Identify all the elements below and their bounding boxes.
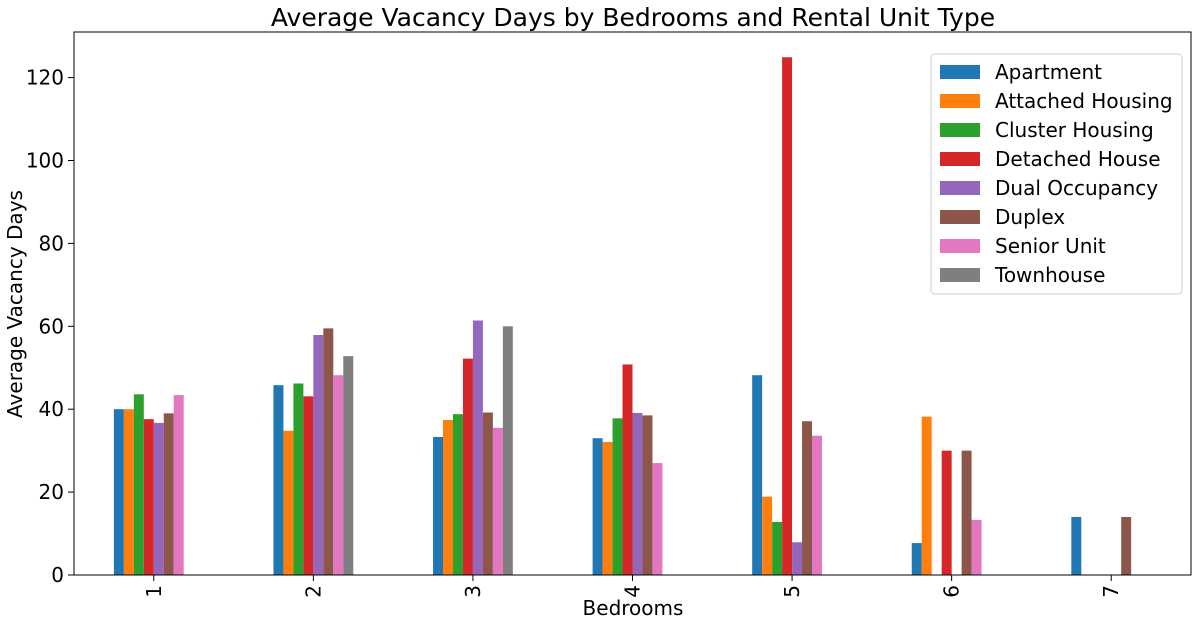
x-tick-label: 5 [780, 585, 804, 598]
bar-duplex-1 [163, 413, 174, 575]
bar-senior-unit-5 [812, 435, 822, 575]
bar-cluster-housing-2 [293, 383, 304, 575]
bar-attached-housing-3 [443, 419, 453, 575]
bar-dual-occupancy-2 [313, 335, 324, 575]
bars-layer [113, 57, 1132, 575]
bar-dual-occupancy-1 [153, 422, 164, 575]
bar-townhouse-2 [343, 356, 354, 575]
bar-duplex-5 [802, 421, 813, 575]
chart-title: Average Vacancy Days by Bedrooms and Ren… [271, 3, 995, 32]
bar-apartment-4 [592, 438, 603, 575]
x-tick-label: 7 [1099, 585, 1123, 598]
bar-cluster-housing-5 [772, 521, 783, 575]
y-tick-label: 100 [26, 148, 64, 172]
bar-cluster-housing-3 [452, 414, 463, 575]
legend-swatch-dual-occupancy [940, 181, 980, 195]
bar-senior-unit-1 [173, 395, 184, 575]
x-axis-label: Bedrooms [583, 596, 684, 620]
x-tick-label: 3 [461, 585, 485, 598]
legend-label: Detached House [995, 147, 1161, 171]
y-tick-label: 60 [39, 314, 64, 338]
bar-apartment-1 [113, 409, 124, 575]
y-tick-label: 80 [39, 231, 64, 255]
plot-frame [73, 31, 1192, 576]
x-tick-label: 2 [301, 585, 325, 598]
bar-duplex-3 [482, 412, 493, 575]
bar-attached-housing-6 [921, 416, 932, 575]
y-tick-label: 20 [39, 480, 64, 504]
bar-dual-occupancy-5 [792, 542, 803, 575]
bar-detached-house-1 [143, 419, 154, 575]
bar-duplex-2 [323, 328, 334, 575]
bar-apartment-6 [911, 543, 922, 575]
legend-swatch-attached-housing [940, 94, 980, 108]
legend: Apartment Attached Housing Cluster Housing… [930, 53, 1183, 295]
bar-cluster-housing-1 [133, 394, 144, 575]
legend-swatch-detached-house [940, 152, 980, 166]
bar-detached-house-5 [782, 57, 793, 575]
x-tick-label: 4 [621, 585, 645, 598]
bar-dual-occupancy-4 [632, 412, 643, 575]
y-tick-label: 120 [26, 66, 64, 90]
bar-apartment-2 [273, 385, 284, 575]
legend-swatch-senior-unit [940, 239, 980, 253]
bar-dual-occupancy-3 [472, 320, 483, 575]
legend-swatch-cluster-housing [940, 123, 980, 137]
legend-frame [930, 53, 1183, 295]
bar-duplex-7 [1121, 516, 1132, 575]
x-axis: 1 2 3 4 5 6 7 [142, 575, 1123, 598]
legend-swatch-apartment [940, 65, 980, 79]
bar-attached-housing-2 [283, 430, 294, 575]
bar-detached-house-2 [303, 396, 314, 575]
legend-label: Townhouse [994, 263, 1105, 287]
bar-detached-house-4 [622, 364, 633, 575]
bar-attached-housing-1 [123, 409, 134, 575]
bar-apartment-3 [433, 436, 444, 575]
bar-senior-unit-3 [492, 427, 503, 575]
bar-detached-house-3 [462, 358, 473, 575]
bar-senior-unit-4 [652, 463, 663, 575]
legend-label: Duplex [995, 205, 1065, 229]
bar-duplex-4 [642, 415, 653, 575]
y-tick-label: 40 [39, 397, 64, 421]
bar-attached-housing-5 [762, 496, 773, 575]
legend-label: Dual Occupancy [995, 176, 1158, 200]
bar-detached-house-6 [941, 450, 952, 575]
bar-duplex-6 [961, 450, 972, 575]
legend-swatch-duplex [940, 210, 980, 224]
bar-cluster-housing-4 [612, 418, 623, 575]
legend-label: Attached Housing [995, 89, 1173, 113]
bar-townhouse-3 [502, 326, 513, 575]
bar-senior-unit-6 [971, 519, 982, 575]
y-axis-label: Average Vacancy Days [3, 190, 27, 418]
legend-label: Senior Unit [995, 234, 1106, 258]
y-axis: 0 20 40 60 80 100 120 [26, 66, 74, 587]
bar-attached-housing-4 [602, 441, 613, 575]
x-tick-label: 6 [940, 585, 964, 598]
legend-label: Cluster Housing [995, 118, 1154, 142]
bar-senior-unit-2 [333, 375, 344, 575]
legend-swatch-townhouse [940, 268, 980, 282]
y-tick-label: 0 [51, 563, 64, 587]
legend-label: Apartment [995, 60, 1102, 84]
bar-apartment-5 [752, 375, 763, 575]
bar-apartment-7 [1071, 516, 1082, 575]
x-tick-label: 1 [142, 585, 166, 598]
